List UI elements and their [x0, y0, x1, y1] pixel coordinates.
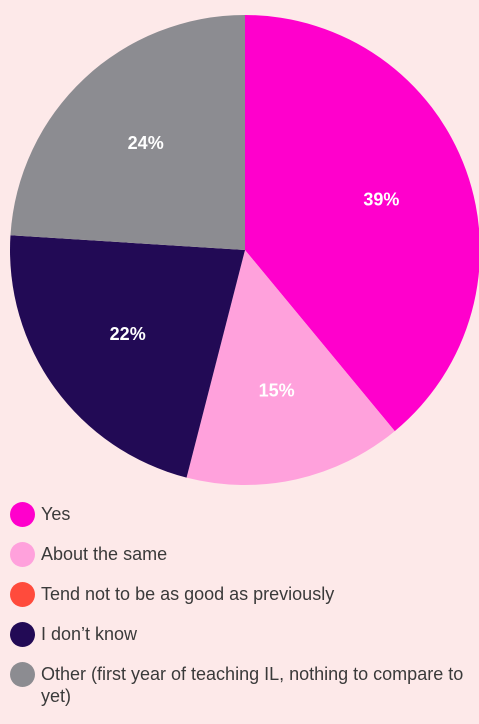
pie-slice-label: 15% — [259, 380, 295, 400]
pie-slice — [10, 15, 245, 250]
pie-slice-label: 24% — [128, 133, 164, 153]
pie-slice-label: 39% — [363, 190, 399, 210]
legend: Yes About the same Tend not to be as good … — [10, 500, 470, 721]
pie-slice-label: 22% — [110, 324, 146, 344]
pie-slice — [9, 235, 245, 478]
pie-slice — [245, 15, 479, 432]
legend-item: Yes — [10, 500, 470, 527]
pie-chart: 39% 15% 22% 24% — [9, 15, 479, 486]
pie-slices — [9, 15, 479, 486]
legend-item: About the same — [10, 540, 470, 567]
legend-swatch-icon — [10, 662, 35, 687]
legend-label: Yes — [41, 504, 71, 524]
legend-swatch-icon — [10, 582, 35, 607]
legend-label: Other (first year of teaching IL, nothin… — [41, 664, 464, 706]
legend-label: I don’t know — [41, 624, 138, 644]
legend-item: I don’t know — [10, 620, 470, 647]
legend-swatch-icon — [10, 542, 35, 567]
pie-slice — [186, 250, 395, 486]
legend-swatch-icon — [10, 622, 35, 647]
legend-label: Tend not to be as good as previously — [41, 584, 335, 604]
legend-swatch-icon — [10, 502, 35, 527]
legend-item: Tend not to be as good as previously — [10, 580, 470, 607]
pie-slice-labels: 39% 15% 22% 24% — [110, 133, 400, 400]
legend-item: Other (first year of teaching IL, nothin… — [10, 660, 470, 707]
legend-label: About the same — [41, 544, 168, 564]
